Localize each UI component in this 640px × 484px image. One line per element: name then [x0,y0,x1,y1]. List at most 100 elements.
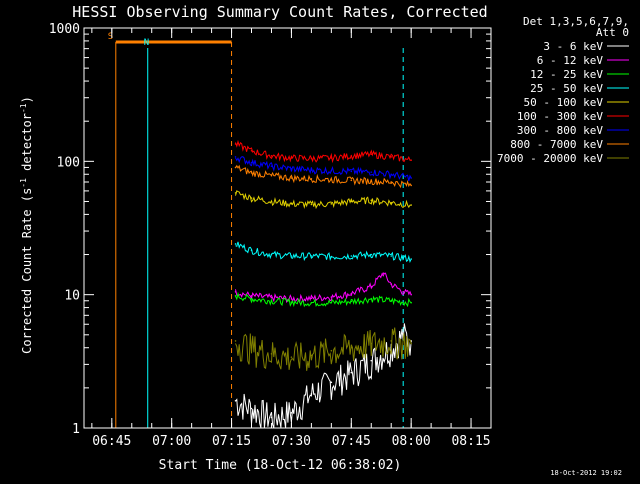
data-point [370,153,373,156]
data-point [390,255,393,257]
data-point [410,342,412,345]
y-tick-label: 100 [57,155,80,170]
data-point [234,399,237,402]
data-point [310,203,313,206]
data-point [250,249,253,252]
data-point [390,283,393,285]
chart-title: HESSI Observing Summary Count Rates, Cor… [72,3,487,21]
data-point [234,156,237,158]
data-point [402,291,404,293]
data-point [330,255,333,258]
series-line [235,156,412,182]
data-point [330,157,333,159]
data-point [290,203,293,205]
data-point [250,346,253,349]
x-axis-label: Start Time (18-Oct-12 06:38:02) [159,458,402,473]
data-point [310,393,313,395]
data-point [410,293,412,296]
chart-marks: SN [108,32,412,429]
annotation-n: N [144,38,404,428]
series-2 [234,291,412,308]
data-point [330,381,333,384]
data-point [350,300,353,303]
series-line [235,272,412,304]
data-point [270,253,273,256]
data-point [382,272,385,274]
generation-timestamp: 18-Oct-2012 19:02 [550,469,622,477]
data-point [390,181,393,183]
y-axis-label-exponent: -1 [19,178,28,188]
legend-label: 6 - 12 keV [537,54,604,67]
data-point [350,255,353,257]
data-point [270,353,273,355]
data-point [270,299,273,302]
x-tick-label: 06:45 [92,434,131,449]
y-tick-label: 1 [72,422,80,437]
data-point [270,155,273,157]
x-tick-label: 07:15 [212,434,251,449]
y-axis-label-text: Corrected Count Rate (s [20,188,34,354]
data-point [390,340,393,342]
data-point [290,298,293,300]
series-1 [234,272,412,304]
data-point [350,200,353,203]
data-point [410,204,412,206]
data-point [234,243,237,245]
data-point [250,197,253,199]
data-point [350,170,353,173]
data-point [370,359,373,362]
legend-label: 50 - 100 keV [524,96,604,109]
y-axis-label-text: ) [20,96,34,103]
data-point [310,301,313,304]
x-tick-label: 07:30 [272,434,311,449]
series-line [235,190,412,210]
data-point [410,159,412,161]
x-tick-label: 08:15 [451,434,490,449]
data-point [250,295,253,297]
data-point [410,301,412,304]
data-point [234,143,237,145]
legend-label: 800 - 7000 keV [510,138,603,151]
data-point [250,172,253,174]
data-point [330,349,333,352]
data-point [350,179,353,182]
annotation-label: N [144,38,149,48]
data-point [290,255,293,257]
y-tick-label: 1000 [49,22,80,37]
data-point [330,203,333,205]
series-line [235,241,412,263]
series-line [235,327,412,371]
x-tick-label: 08:00 [392,434,431,449]
annotation-s: S [108,32,233,428]
data-point [310,255,313,257]
series-line [235,164,412,189]
data-point [234,340,237,342]
series-5 [234,139,412,164]
data-point [350,292,353,295]
data-point [350,155,353,157]
x-tick-label: 07:45 [332,434,371,449]
series-line [235,139,412,164]
data-point [310,354,313,357]
data-point [350,371,353,374]
series-3 [234,241,412,263]
data-point [270,296,273,299]
data-point [290,167,293,170]
data-point [370,180,373,182]
series-8 [234,327,412,371]
data-point [250,149,253,152]
data-point [330,169,333,172]
data-point [234,291,237,293]
data-point [390,156,393,158]
annotation-label: S [108,32,113,42]
data-point [410,184,412,187]
y-axis-label-exponent: -1 [19,103,28,113]
data-point [250,161,253,164]
data-point [390,173,393,176]
data-point [234,295,237,297]
data-point [270,165,273,167]
data-point [270,200,273,203]
